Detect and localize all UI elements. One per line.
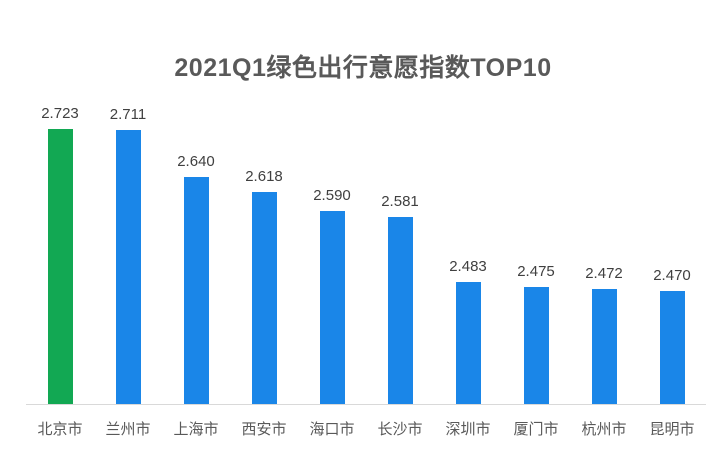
chart-title: 2021Q1绿色出行意愿指数TOP10 [174, 54, 552, 82]
x-axis-label: 海口市 [309, 421, 355, 438]
bar-value-label: 2.483 [449, 258, 487, 275]
bar-value-label: 2.618 [245, 168, 283, 185]
bar [183, 177, 209, 404]
bar-value-label: 2.711 [109, 106, 147, 123]
bar-column: 2.711 [94, 105, 162, 404]
bar-column: 2.618 [230, 105, 298, 404]
bar-column: 2.483 [434, 105, 502, 404]
bar-value-label: 2.472 [585, 265, 623, 282]
x-axis-label: 昆明市 [649, 421, 695, 438]
bar-column: 2.723 [26, 105, 94, 404]
bar [659, 291, 685, 404]
bar-column: 2.470 [638, 105, 706, 404]
bar-column: 2.475 [502, 105, 570, 404]
x-axis-label: 长沙市 [377, 421, 423, 438]
bar [455, 282, 481, 404]
bar-column: 2.581 [366, 105, 434, 404]
bar-column: 2.640 [162, 105, 230, 404]
x-axis-label: 上海市 [173, 421, 219, 438]
bar-value-label: 2.475 [517, 263, 555, 280]
bar [115, 130, 141, 404]
plot-area: 2.723 2.711 2.640 2.618 2.590 2.581 2.483 2.475… [26, 105, 706, 405]
bar-column: 2.472 [570, 105, 638, 404]
x-axis-labels: 北京市 兰州市 上海市 西安市 海口市 长沙市 深圳市 厦门市 杭州市 昆明市 [26, 418, 706, 439]
bar-value-label: 2.581 [381, 193, 419, 210]
x-axis-label: 厦门市 [513, 421, 559, 438]
bar [591, 289, 617, 404]
bar [251, 192, 277, 404]
x-axis-label: 兰州市 [105, 421, 151, 438]
bar [387, 217, 413, 404]
x-axis-label: 杭州市 [581, 421, 627, 438]
bar [47, 129, 73, 404]
x-axis-label: 北京市 [37, 421, 83, 438]
x-axis-label: 深圳市 [445, 421, 491, 438]
bar-value-label: 2.723 [41, 105, 79, 122]
x-axis-label: 西安市 [241, 421, 287, 438]
bar-value-label: 2.590 [313, 187, 351, 204]
bar-column: 2.590 [298, 105, 366, 404]
bar-value-label: 2.470 [653, 267, 691, 284]
bar-value-label: 2.640 [177, 153, 215, 170]
bar [319, 211, 345, 404]
bar [523, 287, 549, 404]
